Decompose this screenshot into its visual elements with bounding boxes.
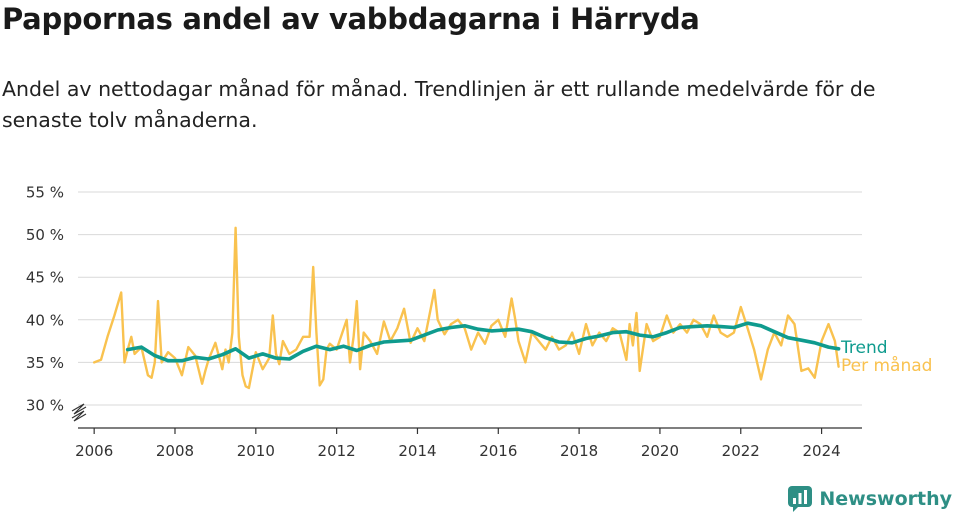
- chart-subtitle: Andel av nettodagar månad för månad. Tre…: [2, 77, 876, 132]
- x-tick-label: 2010: [237, 442, 275, 460]
- trend-line: [125, 321, 841, 363]
- x-tick-label: 2016: [479, 442, 517, 460]
- brand-name: Newsworthy: [819, 488, 952, 510]
- x-tick-label: 2022: [722, 442, 760, 460]
- monthly-line: [93, 226, 840, 390]
- y-tick-label: 30 %: [26, 397, 64, 415]
- y-tick-label: 45 %: [26, 269, 64, 287]
- y-tick-label: 35 %: [26, 354, 64, 372]
- x-axis: [78, 427, 862, 434]
- x-tick-label: 2008: [156, 442, 194, 460]
- y-gridlines: [78, 191, 862, 406]
- y-tick-label: 55 %: [26, 184, 64, 202]
- x-tick-label: 2006: [75, 442, 113, 460]
- x-axis-tick-labels: 2006 2008 2010 2012 2014 2016 2018 2020 2022 2024: [75, 442, 841, 460]
- x-tick-label: 2018: [560, 442, 598, 460]
- series-label-monthly: Per månad: [841, 355, 932, 376]
- newsworthy-logo-icon: [788, 486, 813, 512]
- x-tick-label: 2024: [802, 442, 840, 460]
- series-label-trend: Trend: [840, 338, 888, 358]
- series-lines: [93, 226, 841, 390]
- chart-title: Pappornas andel av vabbdagarna i Härryda: [2, 2, 700, 36]
- y-tick-label: 50 %: [26, 226, 64, 244]
- x-tick-label: 2020: [641, 442, 679, 460]
- y-tick-label: 40 %: [26, 311, 64, 329]
- axis-break-icon: [71, 403, 87, 422]
- x-tick-label: 2012: [318, 442, 356, 460]
- x-tick-label: 2014: [398, 442, 436, 460]
- y-axis-tick-labels: 30 % 35 % 40 % 45 % 50 % 55 %: [26, 184, 64, 415]
- brand-logo: Newsworthy: [787, 485, 952, 513]
